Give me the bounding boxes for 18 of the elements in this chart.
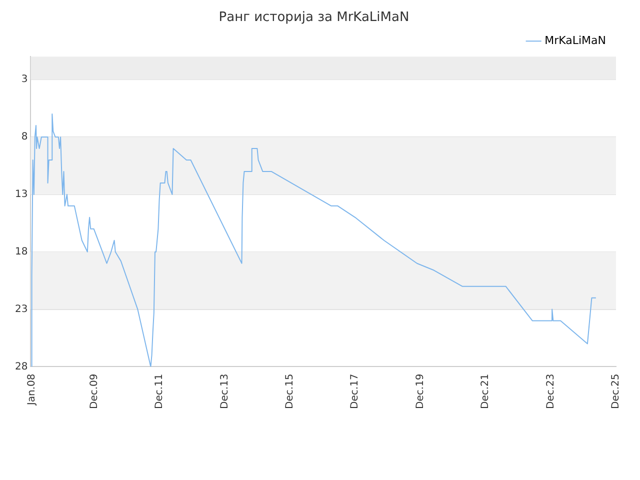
y-tick-label: 8 — [21, 132, 28, 143]
chart-title: Ранг историја за MrKaLiMaN — [218, 10, 410, 26]
x-tick-label: Dec.13 — [219, 374, 230, 410]
y-tick-label: 3 — [21, 74, 28, 86]
legend-label: MrKaLiMaN — [544, 34, 606, 47]
y-tick-label: 28 — [14, 361, 28, 372]
x-tick-label: Dec.15 — [284, 374, 296, 410]
x-tick-label: Dec.25 — [610, 374, 622, 410]
x-tick-label: Jan.08 — [26, 374, 38, 406]
x-tick-label: Dec.23 — [545, 374, 556, 410]
y-tick-label: 18 — [14, 246, 28, 258]
x-tick-label: Dec.17 — [350, 374, 361, 410]
y-tick-label: 23 — [14, 304, 28, 315]
x-tick-label: Dec.21 — [480, 374, 492, 410]
x-tick-label: Dec.19 — [414, 374, 426, 410]
x-tick-label: Dec.09 — [88, 374, 100, 410]
y-tick-label: 13 — [14, 189, 28, 200]
x-tick-label: Dec.11 — [154, 374, 166, 410]
